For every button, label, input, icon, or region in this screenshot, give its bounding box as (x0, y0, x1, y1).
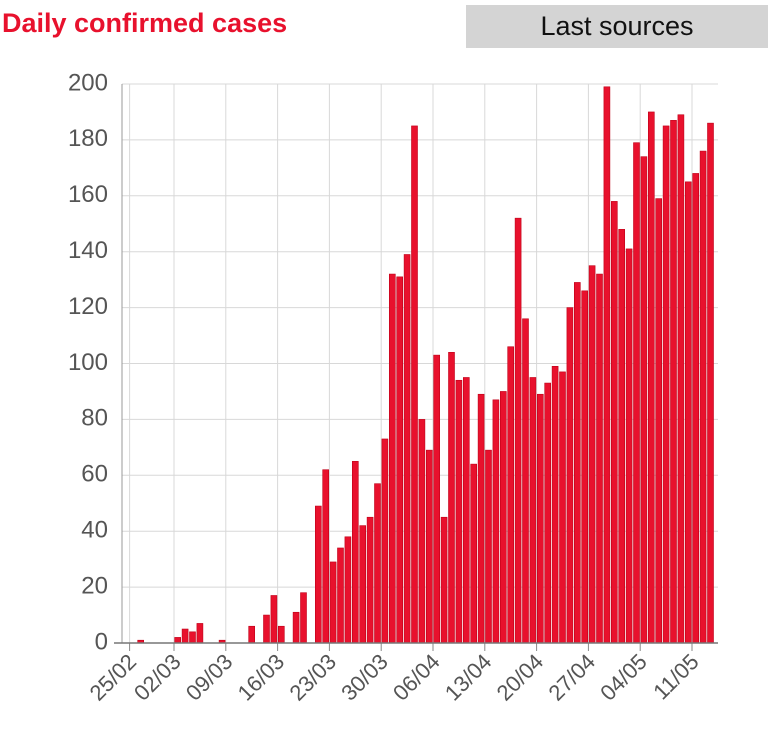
x-tick-label: 20/04 (492, 649, 549, 706)
bar (314, 505, 322, 644)
bar (655, 198, 663, 644)
bar (418, 419, 426, 644)
x-tick-label: 11/05 (648, 649, 703, 704)
bar (566, 307, 574, 644)
bar (647, 111, 655, 644)
y-tick-label: 40 (81, 517, 108, 544)
bar (440, 516, 448, 644)
bar (462, 377, 470, 644)
bar (573, 282, 581, 644)
bar (581, 290, 589, 644)
bar (403, 254, 411, 644)
x-tick-label: 25/02 (85, 649, 142, 706)
chart-title: Daily confirmed cases (2, 8, 288, 38)
bar (507, 346, 515, 644)
bar (329, 561, 337, 644)
bar (610, 201, 618, 644)
bar (529, 377, 537, 644)
bar (292, 611, 300, 644)
bar (263, 614, 270, 644)
bar (337, 547, 344, 644)
bar (633, 142, 640, 644)
bar (485, 449, 492, 644)
bar (388, 273, 396, 644)
bar (477, 393, 485, 644)
bar (366, 516, 374, 644)
bar (351, 461, 359, 644)
y-tick-label: 60 (81, 461, 108, 488)
bar (618, 229, 626, 644)
y-tick-label: 140 (68, 237, 108, 264)
bar (470, 463, 478, 644)
bar (603, 86, 611, 644)
bar (544, 382, 552, 644)
bar (551, 365, 559, 644)
bar (677, 114, 685, 644)
bar (684, 181, 692, 644)
bar (707, 122, 714, 644)
bar (662, 125, 670, 644)
bar (492, 399, 500, 644)
bar (699, 150, 707, 644)
bar (174, 637, 181, 644)
bar (300, 592, 307, 644)
bar (559, 371, 566, 644)
bar (381, 438, 389, 644)
x-tick-label: 02/03 (129, 649, 186, 706)
bar (344, 536, 352, 644)
bar (270, 595, 278, 644)
y-tick-label: 80 (81, 405, 108, 432)
bar (448, 352, 455, 644)
x-tick-label: 30/03 (336, 649, 393, 706)
bar (189, 631, 196, 644)
bar (359, 525, 367, 644)
bar (625, 248, 633, 644)
bar (248, 625, 255, 644)
bar (433, 354, 441, 644)
bar (514, 217, 522, 644)
x-tick-label: 23/03 (284, 649, 341, 706)
bar (670, 120, 677, 644)
bar (374, 483, 381, 644)
last-sources-button[interactable]: Last sources (466, 5, 768, 48)
bar (692, 173, 700, 644)
y-tick-label: 200 (68, 69, 108, 96)
y-tick-label: 180 (68, 125, 108, 152)
y-tick-label: 160 (68, 181, 108, 208)
bar (425, 449, 433, 644)
bar (277, 625, 285, 644)
y-tick-label: 100 (68, 349, 108, 376)
y-tick-label: 0 (95, 628, 108, 655)
bar (596, 273, 603, 644)
bar (396, 276, 404, 644)
x-tick-label: 16/03 (233, 649, 290, 706)
bar (411, 125, 418, 644)
x-tick-label: 27/04 (543, 649, 600, 706)
y-tick-label: 120 (68, 293, 108, 320)
x-tick-label: 06/04 (388, 649, 445, 706)
bar (536, 393, 544, 644)
bar (322, 469, 330, 644)
bar (455, 379, 463, 644)
bar (522, 318, 529, 644)
bar (588, 265, 596, 644)
bar (181, 628, 189, 644)
x-tick-label: 04/05 (595, 649, 652, 706)
bar (196, 623, 204, 644)
bar (499, 391, 507, 644)
x-tick-label: 13/04 (440, 649, 497, 706)
y-tick-label: 20 (81, 572, 108, 599)
x-tick-label: 09/03 (181, 649, 238, 706)
bar (640, 156, 648, 644)
